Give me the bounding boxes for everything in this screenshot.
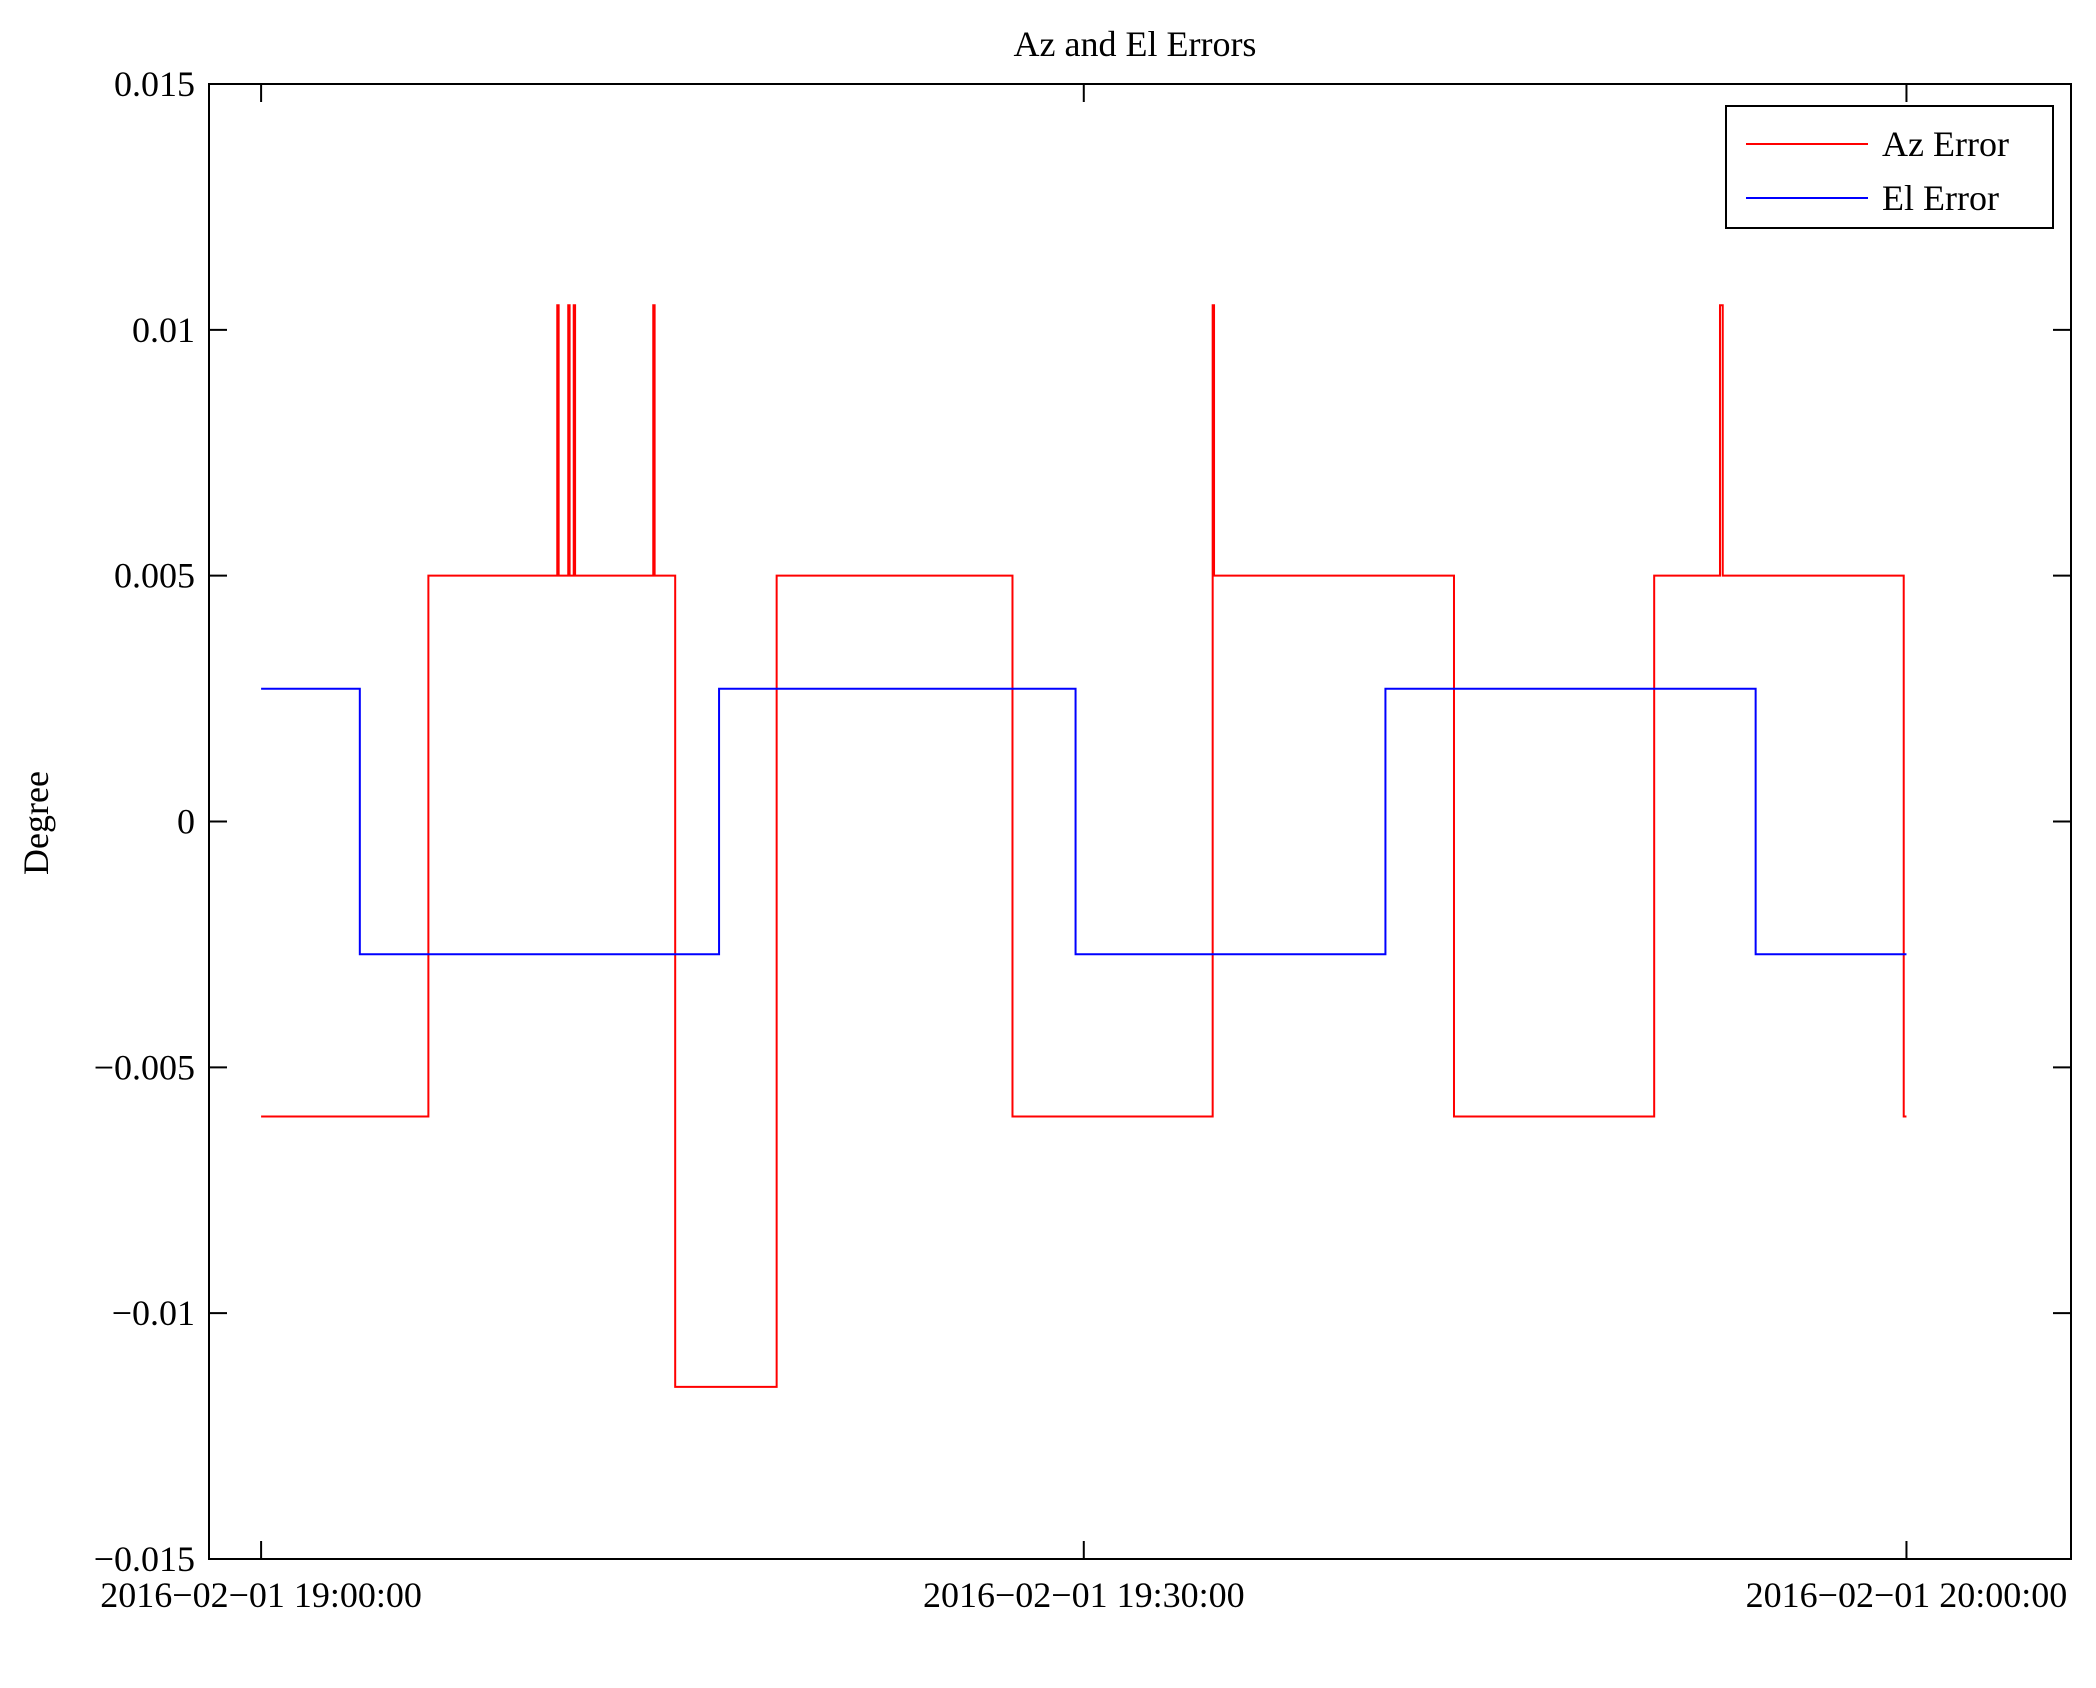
- y-tick-label: 0.01: [132, 310, 195, 350]
- x-tick-label: 2016−02−01 20:00:00: [1746, 1575, 2068, 1615]
- legend: Az Error El Error: [1725, 105, 2054, 229]
- y-tick-label: 0: [177, 802, 195, 842]
- y-axis-title: Degree: [16, 771, 56, 875]
- x-tick-label: 2016−02−01 19:00:00: [100, 1575, 422, 1615]
- y-tick-label: −0.01: [112, 1293, 195, 1333]
- y-tick-label: 0.015: [114, 64, 195, 104]
- axes-layer: −0.015 −0.01 −0.005 0 0.005 0.01 0.015 2016−02−…: [94, 64, 2072, 1615]
- chart-title: Az and El Errors: [1014, 24, 1257, 64]
- y-tick-label: −0.005: [94, 1047, 195, 1087]
- legend-label: El Error: [1882, 178, 1999, 218]
- legend-label: Az Error: [1882, 124, 2009, 164]
- y-tick-label: −0.015: [94, 1539, 195, 1579]
- legend-box: [1725, 105, 2054, 229]
- series-line-el-error: [261, 687, 1907, 956]
- y-tick-label: 0.005: [114, 556, 195, 596]
- x-tick-label: 2016−02−01 19:30:00: [923, 1575, 1245, 1615]
- plot-layer: [261, 304, 1907, 1388]
- series-line-az-error: [261, 304, 1907, 1388]
